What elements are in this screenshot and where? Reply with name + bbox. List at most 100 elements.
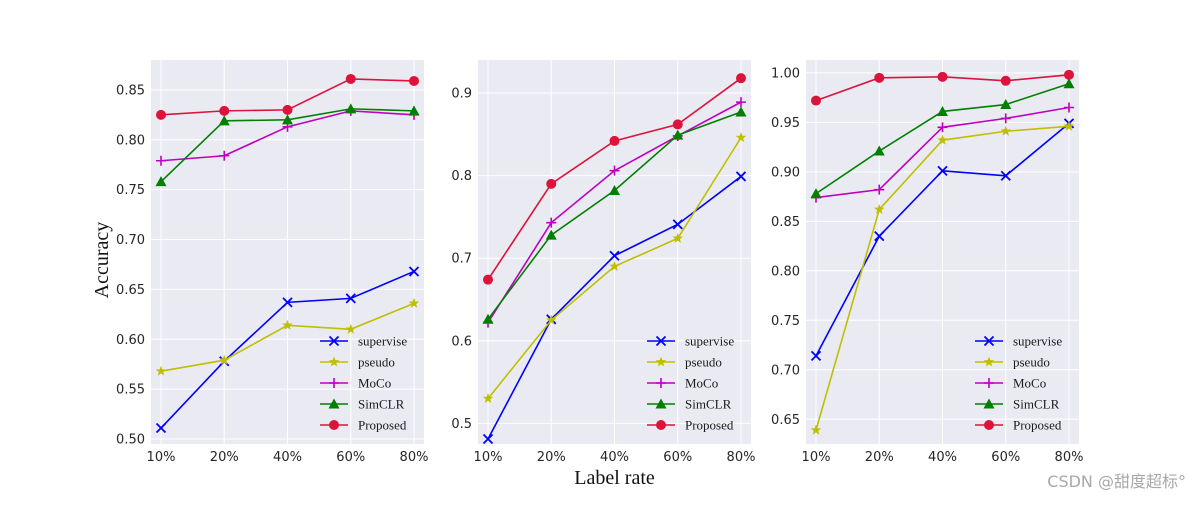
x-tick-label: 80% xyxy=(727,450,756,465)
legend-marker-pseudo xyxy=(983,356,995,367)
data-point-MoCo xyxy=(1000,113,1011,124)
data-point-SimCLR xyxy=(810,188,822,199)
x-tick-label: 40% xyxy=(928,450,957,465)
data-point-Proposed xyxy=(672,119,683,130)
y-tick-label: 0.80 xyxy=(771,264,800,279)
data-point-Proposed xyxy=(409,75,419,86)
data-point-supervise xyxy=(1000,170,1011,181)
data-point-SimCLR xyxy=(282,114,293,125)
data-point-Proposed xyxy=(937,71,948,82)
data-point-pseudo xyxy=(155,365,167,376)
x-tick-label: 80% xyxy=(400,450,429,465)
data-point-MoCo xyxy=(736,97,746,108)
data-point-pseudo xyxy=(1000,125,1011,136)
legend-marker-Proposed xyxy=(329,420,339,430)
x-tick-label: 20% xyxy=(537,450,566,465)
data-point-Proposed xyxy=(282,104,293,115)
y-tick-label: 0.60 xyxy=(116,333,145,348)
data-point-pseudo xyxy=(937,134,948,145)
data-point-pseudo xyxy=(546,314,557,325)
legend-marker-supervise xyxy=(328,335,340,347)
data-point-SimCLR xyxy=(545,229,557,240)
data-point-pseudo xyxy=(482,393,494,404)
x-tick-label: 40% xyxy=(273,450,302,465)
y-tick-label: 0.7 xyxy=(451,252,472,267)
data-point-supervise xyxy=(672,219,683,230)
legend-label-pseudo: pseudo xyxy=(685,355,722,370)
legend-marker-supervise xyxy=(655,335,667,347)
data-point-Proposed xyxy=(546,178,557,189)
legend-label-supervise: supervise xyxy=(358,334,407,349)
legend-marker-MoCo xyxy=(329,378,339,388)
legend-label-MoCo: MoCo xyxy=(685,376,718,391)
legend-label-SimCLR: SimCLR xyxy=(1013,397,1060,412)
data-point-SimCLR xyxy=(937,105,948,116)
data-point-supervise xyxy=(609,250,620,261)
data-point-pseudo xyxy=(735,132,747,143)
legend-label-Proposed: Proposed xyxy=(358,418,407,433)
legend-marker-MoCo xyxy=(656,378,666,388)
legend-marker-MoCo xyxy=(984,378,994,388)
data-point-MoCo xyxy=(1064,102,1074,113)
y-tick-label: 0.75 xyxy=(116,183,145,198)
legend-label-supervise: supervise xyxy=(685,334,734,349)
legend-label-pseudo: pseudo xyxy=(358,355,395,370)
data-point-Proposed xyxy=(811,95,821,106)
y-tick-label: 1.00 xyxy=(771,66,800,81)
data-point-SimCLR xyxy=(735,106,747,117)
legend-marker-Proposed xyxy=(984,420,994,430)
y-tick-label: 0.85 xyxy=(771,215,800,230)
x-tick-label: 20% xyxy=(210,450,239,465)
legend-label-supervise: supervise xyxy=(1013,334,1062,349)
y-tick-label: 0.55 xyxy=(116,383,145,398)
data-point-MoCo xyxy=(219,150,230,161)
data-point-Proposed xyxy=(1064,69,1074,80)
data-point-MoCo xyxy=(609,165,620,176)
data-point-Proposed xyxy=(345,73,356,84)
data-point-pseudo xyxy=(1063,120,1075,131)
data-point-pseudo xyxy=(810,424,822,435)
y-axis-title: Accuracy xyxy=(91,222,113,299)
legend-label-SimCLR: SimCLR xyxy=(358,397,405,412)
data-point-Proposed xyxy=(219,105,230,116)
data-point-Proposed xyxy=(736,73,746,84)
data-point-MoCo xyxy=(874,184,885,195)
y-tick-label: 0.85 xyxy=(116,83,145,98)
subplot-2: 0.5 0.6 0.7 0.8 0.9 10% 20% 40% 60% 80% supervise p… xyxy=(451,60,755,489)
x-tick-label: 60% xyxy=(336,450,365,465)
data-point-supervise xyxy=(345,293,356,304)
data-point-pseudo xyxy=(219,354,230,365)
y-tick-label: 0.8 xyxy=(451,169,472,184)
x-tick-label: 60% xyxy=(991,450,1020,465)
data-point-SimCLR xyxy=(1000,99,1012,110)
legend-marker-pseudo xyxy=(655,356,667,367)
data-point-pseudo xyxy=(282,319,293,330)
data-point-supervise xyxy=(482,433,494,445)
x-tick-label: 20% xyxy=(865,450,894,465)
legend: supervise pseudo MoCo SimCLR Proposed xyxy=(647,334,734,433)
legend-label-Proposed: Proposed xyxy=(685,418,734,433)
watermark: CSDN @甜度超标° xyxy=(1047,472,1186,491)
legend-marker-SimCLR xyxy=(655,398,667,409)
y-tick-label: 0.95 xyxy=(771,116,800,131)
legend-label-MoCo: MoCo xyxy=(1013,376,1046,391)
data-point-SimCLR xyxy=(1063,78,1075,89)
data-point-MoCo xyxy=(937,122,948,133)
x-tick-label: 60% xyxy=(663,450,692,465)
data-point-Proposed xyxy=(874,72,885,83)
y-tick-label: 0.65 xyxy=(771,413,800,428)
data-point-MoCo xyxy=(546,217,557,228)
data-point-Proposed xyxy=(156,109,166,120)
data-point-SimCLR xyxy=(482,313,494,324)
y-tick-label: 0.6 xyxy=(451,334,472,349)
legend-label-Proposed: Proposed xyxy=(1013,418,1062,433)
data-point-supervise xyxy=(810,350,822,362)
data-point-Proposed xyxy=(609,135,620,146)
y-tick-label: 0.65 xyxy=(116,283,145,298)
data-point-SimCLR xyxy=(345,103,357,114)
data-point-supervise xyxy=(874,231,885,242)
subplot-3: 0.65 0.70 0.75 0.80 0.85 0.90 0.95 1.00 10% 20% 40… xyxy=(771,60,1083,465)
legend-marker-supervise xyxy=(983,335,995,347)
